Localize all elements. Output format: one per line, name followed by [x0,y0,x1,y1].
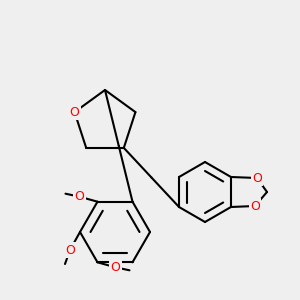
Text: O: O [250,200,260,212]
Text: O: O [70,106,80,118]
Text: O: O [111,261,120,274]
Text: O: O [75,190,84,203]
Text: O: O [252,172,262,184]
Text: O: O [65,244,75,256]
